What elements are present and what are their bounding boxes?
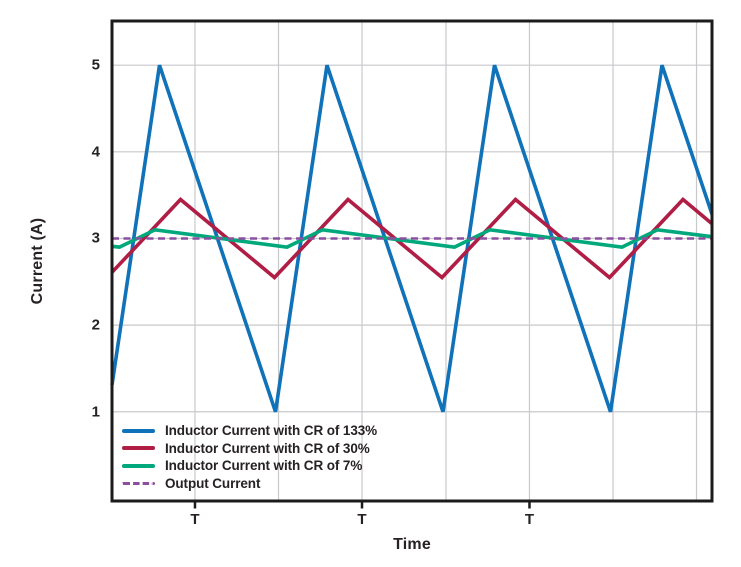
- x-tick-label: T: [357, 511, 367, 528]
- x-tick-label: T: [524, 511, 535, 528]
- y-tick-label: 1: [91, 403, 100, 421]
- legend-swatch-line: [122, 463, 155, 468]
- x-axis-title: Time: [393, 536, 431, 553]
- series-line-1: [110, 197, 714, 280]
- x-tick-label: T: [190, 511, 200, 528]
- legend-item: Inductor Current with CR of 133%: [122, 422, 377, 440]
- legend-label: Output Current: [165, 475, 261, 491]
- legend-label: Inductor Current with CR of 133%: [165, 423, 378, 439]
- y-tick-label: 4: [91, 143, 100, 161]
- legend-label: Inductor Current with CR of 7%: [165, 458, 363, 474]
- y-tick-label: 2: [91, 316, 100, 334]
- legend-item: Inductor Current with CR of 7%: [122, 457, 377, 475]
- legend-item: Inductor Current with CR of 30%: [122, 440, 377, 458]
- series-line-0: [110, 64, 714, 413]
- legend-item: Output Current: [122, 475, 377, 493]
- y-axis-title: Current (A): [29, 217, 46, 305]
- legend-swatch-line: [122, 446, 155, 451]
- legend-swatch-dashed-line: [122, 481, 155, 485]
- legend-label: Inductor Current with CR of 30%: [165, 440, 370, 456]
- plot-border: [110, 19, 714, 503]
- legend-swatch-line: [122, 428, 155, 433]
- legend: Inductor Current with CR of 133% Inductor…: [122, 422, 377, 492]
- y-tick-label: 5: [91, 56, 100, 74]
- y-tick-label: 3: [91, 229, 100, 247]
